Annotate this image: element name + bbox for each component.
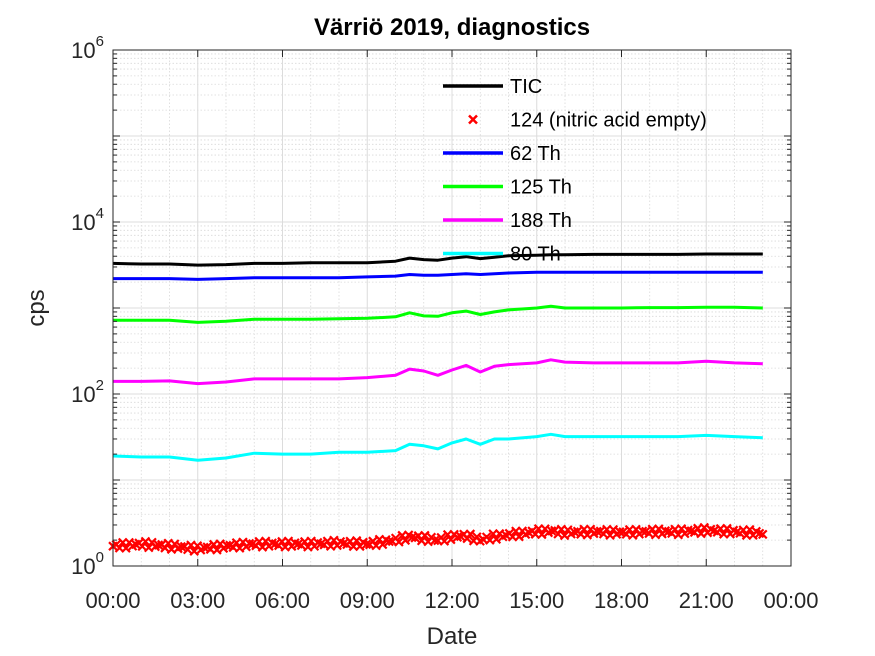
- marker-point: [699, 522, 710, 533]
- series-line: [112, 252, 763, 267]
- x-tick-labels: 00:00 03:00 06:00 09:00 12:00 15:00 18:00 21:00…: [85, 588, 818, 613]
- marker-point: [446, 534, 456, 545]
- y-tick-exponent: 4: [96, 205, 104, 222]
- series-line: [113, 270, 763, 281]
- y-tick-exponent: 6: [96, 33, 104, 50]
- marker-point: [199, 542, 209, 553]
- marker-point: [757, 529, 768, 540]
- series-layer: [108, 252, 768, 556]
- marker-point: [351, 535, 362, 546]
- marker-point: [212, 545, 222, 555]
- marker-point: [654, 524, 664, 534]
- series-5: [112, 432, 763, 462]
- y-tick-exponent: 0: [96, 549, 104, 566]
- y-tick-base: 10: [71, 210, 95, 235]
- marker-point: [537, 529, 547, 540]
- legend: TIC 124 (nitric acid empty) 62 Th 125 Th 188…: [443, 76, 707, 266]
- legend-item: 188 Th: [443, 210, 572, 232]
- y-tick-label: 100: [71, 549, 104, 579]
- marker-point: [637, 526, 648, 536]
- x-tick-label: 00:00: [85, 588, 140, 613]
- series-1: [108, 522, 768, 556]
- x-tick-label: 09:00: [340, 588, 395, 613]
- marker-point: [429, 535, 440, 546]
- x-tick-label: 15:00: [509, 588, 564, 613]
- x-tick-label: 18:00: [594, 588, 649, 613]
- marker-point: [407, 532, 417, 543]
- marker-point: [260, 536, 271, 546]
- series-2: [113, 270, 763, 281]
- series-0: [112, 252, 763, 267]
- marker-point: [722, 523, 732, 534]
- marker-point: [465, 529, 476, 539]
- series-4: [113, 358, 763, 386]
- legend-label: 124 (nitric acid empty): [510, 110, 707, 132]
- y-axis-label: cps: [23, 289, 50, 326]
- marker-point: [153, 540, 164, 550]
- series-3: [113, 304, 763, 324]
- axis-ticks: [112, 49, 792, 567]
- series-line: [113, 358, 763, 386]
- marker-point: [176, 541, 187, 552]
- series-line: [113, 304, 763, 324]
- chart-title: Värriö 2019, diagnostics: [314, 14, 590, 41]
- marker-point: [244, 538, 255, 549]
- x-tick-label: 00:00: [763, 588, 818, 613]
- marker-point: [615, 527, 625, 537]
- legend-item: TIC: [443, 76, 542, 98]
- marker-point: [221, 540, 232, 551]
- x-tick-label: 21:00: [679, 588, 734, 613]
- y-tick-base: 10: [71, 382, 95, 407]
- y-tick-label: 102: [71, 377, 104, 407]
- x-tick-label: 06:00: [255, 588, 310, 613]
- marker-point: [514, 531, 524, 542]
- marker-point: [361, 539, 372, 550]
- marker-point: [592, 526, 602, 537]
- legend-item: 80 Th: [443, 244, 561, 266]
- y-tick-exponent: 2: [96, 377, 104, 394]
- marker-point: [546, 526, 557, 536]
- x-tick-label: 03:00: [170, 588, 225, 613]
- legend-label: 188 Th: [510, 210, 572, 232]
- y-tick-label: 106: [71, 33, 104, 63]
- marker-point: [420, 530, 430, 541]
- x-axis-label: Date: [427, 623, 478, 650]
- y-tick-base: 10: [71, 554, 95, 579]
- legend-label: 62 Th: [510, 143, 561, 165]
- legend-item: 62 Th: [443, 143, 561, 165]
- y-tick-base: 10: [71, 38, 95, 63]
- legend-label: TIC: [510, 76, 542, 98]
- marker-point: [400, 535, 411, 546]
- x-tick-label: 12:00: [424, 588, 479, 613]
- marker-point: [121, 543, 131, 553]
- y-tick-label: 104: [71, 205, 104, 235]
- marker-point: [394, 537, 404, 547]
- marker-point: [384, 536, 394, 547]
- marker-point: [744, 524, 755, 535]
- marker-point: [491, 534, 502, 544]
- minor-grid: [113, 50, 791, 566]
- series-line: [112, 432, 763, 462]
- legend-item: 124 (nitric acid empty): [468, 110, 707, 132]
- legend-item: 125 Th: [443, 177, 572, 199]
- legend-label: 80 Th: [510, 244, 561, 266]
- legend-label: 125 Th: [510, 177, 572, 199]
- marker-point: [283, 536, 294, 546]
- legend-marker: [468, 114, 478, 125]
